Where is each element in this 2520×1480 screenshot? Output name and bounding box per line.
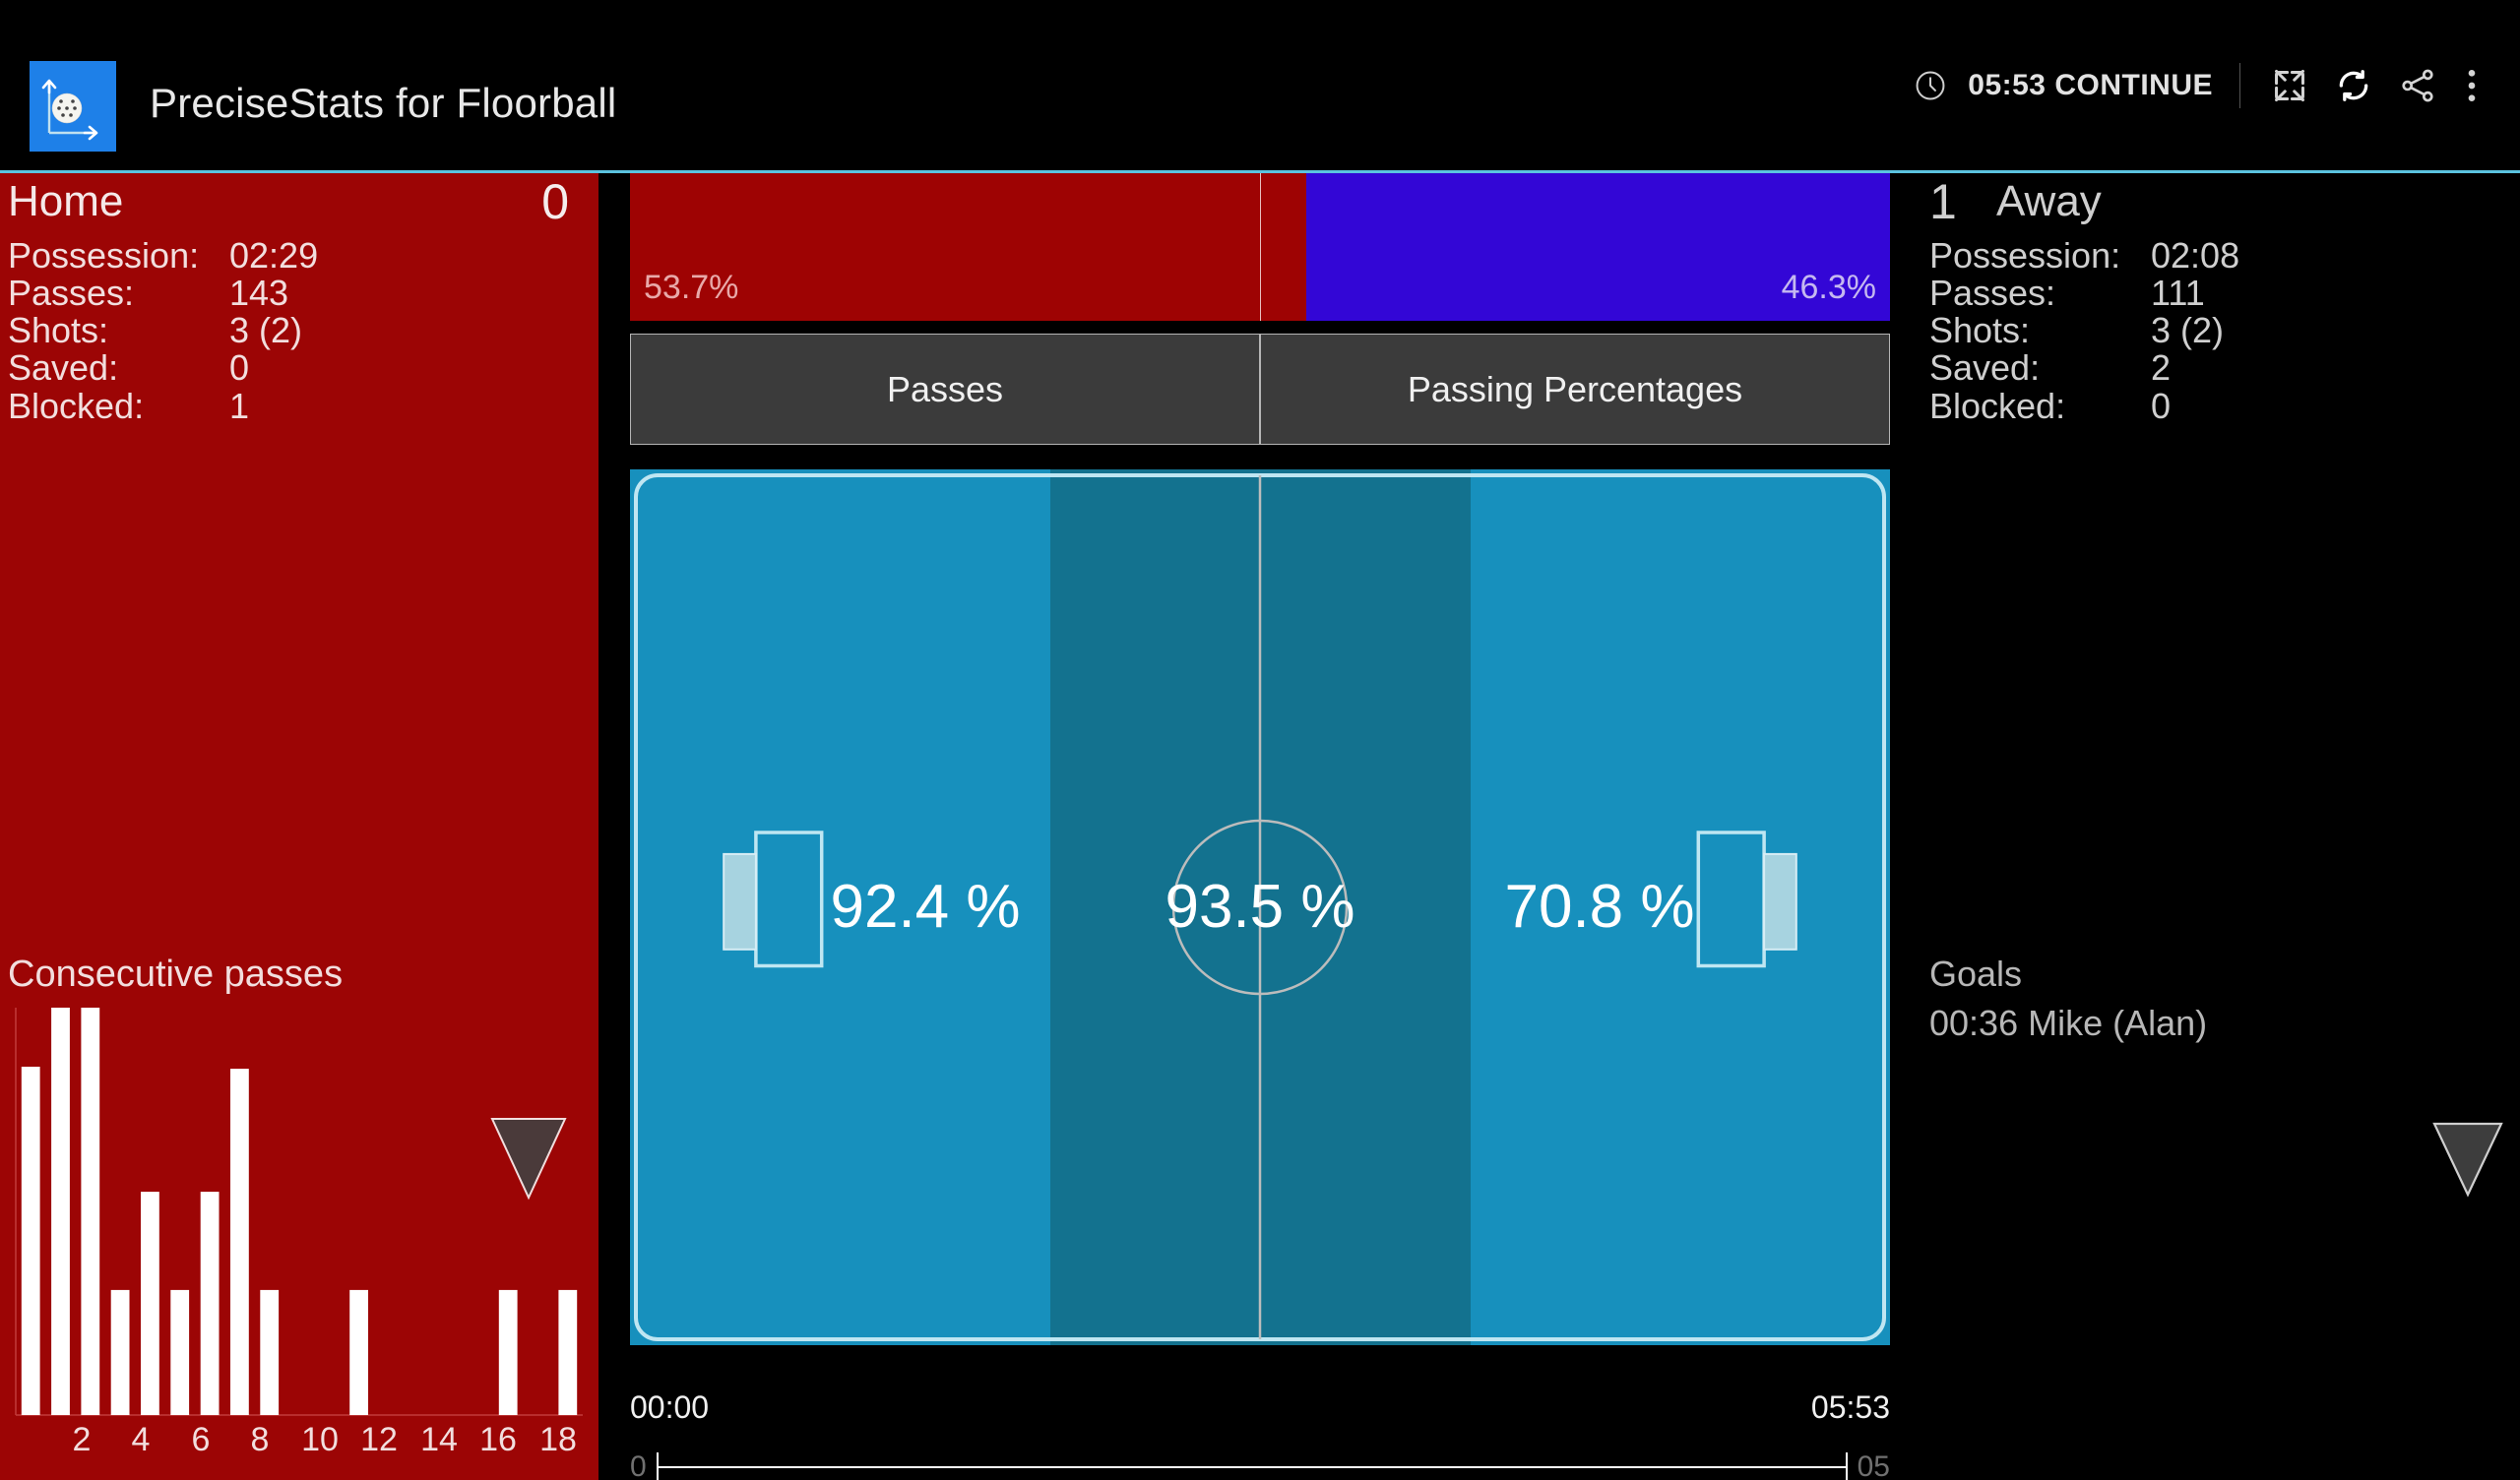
svg-text:14: 14 [420,1421,458,1458]
svg-text:6: 6 [192,1421,211,1458]
svg-text:10: 10 [301,1421,339,1458]
svg-text:18: 18 [539,1421,577,1458]
svg-text:8: 8 [251,1421,270,1458]
svg-text:92.4 %: 92.4 % [830,873,1020,941]
svg-text:16: 16 [479,1421,517,1458]
svg-text:2: 2 [73,1421,92,1458]
svg-text:4: 4 [132,1421,151,1458]
svg-text:93.5 %: 93.5 % [1165,873,1354,941]
svg-text:70.8 %: 70.8 % [1504,873,1694,941]
svg-text:12: 12 [360,1421,398,1458]
